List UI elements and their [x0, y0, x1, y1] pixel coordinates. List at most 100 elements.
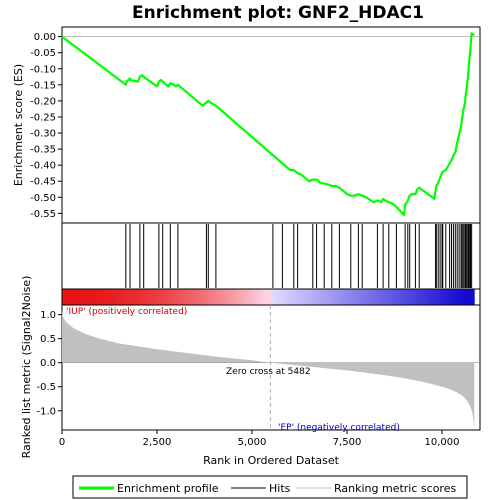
color-bar-segment: [68, 289, 73, 305]
color-bar-segment: [89, 289, 94, 305]
color-bar-segment: [443, 289, 448, 305]
color-bar-segment: [137, 289, 142, 305]
color-bar-segment: [329, 289, 334, 305]
color-bar-segment: [367, 289, 372, 305]
color-bar-segment: [86, 289, 90, 305]
metric-area-ranking-scores: [62, 310, 475, 428]
color-bar-segment: [192, 289, 197, 305]
es-y-tick-label: -0.55: [30, 209, 56, 220]
color-bar-segment: [305, 289, 310, 305]
color-bar-segment: [275, 289, 279, 305]
color-bar-segment: [340, 289, 345, 305]
x-tick-label: 2,500: [143, 437, 172, 448]
metric-y-axis-label: Ranked list metric (Signal2Noise): [20, 276, 33, 459]
color-bar-segment: [450, 289, 455, 305]
es-y-tick-label: -0.05: [30, 48, 56, 59]
color-bar-segment: [384, 289, 389, 305]
color-bar-segment: [436, 289, 441, 305]
es-y-tick-label: -0.40: [30, 161, 56, 172]
color-bar-segment: [453, 289, 458, 305]
color-bar-segment: [333, 289, 338, 305]
metric-y-axis: 1.0 0.5 0.0 -0.5 -1.0: [36, 310, 62, 417]
color-bar-segment: [463, 289, 468, 305]
color-bar-segment: [151, 289, 156, 305]
color-bar-segment: [226, 289, 231, 305]
color-bar-segment: [134, 289, 138, 305]
color-bar-segment: [264, 289, 269, 305]
color-bar-segment: [230, 289, 235, 305]
color-bar-segment: [175, 289, 180, 305]
color-bar-segment: [292, 289, 297, 305]
x-tick-label: 0: [59, 437, 65, 448]
legend-label-enrichment: Enrichment profile: [117, 482, 219, 495]
color-bar-segment: [96, 289, 101, 305]
color-bar-segment: [216, 289, 221, 305]
positive-correlation-label: 'IUP' (positively correlated): [66, 307, 187, 317]
color-bar-segment: [316, 289, 321, 305]
color-bar-segment: [92, 289, 97, 305]
legend-frame: [72, 475, 468, 499]
color-bar-segment: [326, 289, 331, 305]
color-bar-segment: [312, 289, 317, 305]
color-bar-segment: [261, 289, 266, 305]
color-bar-segment: [113, 289, 118, 305]
color-bar-segment: [433, 289, 437, 305]
es-y-tick-label: -0.25: [30, 112, 56, 123]
color-bar-segment: [460, 289, 465, 305]
metric-y-tick-label: 0.0: [40, 358, 56, 369]
color-bar-segment: [354, 289, 358, 305]
es-plot-area: [61, 32, 480, 217]
color-bar-segment: [405, 289, 410, 305]
color-bar-segment: [388, 289, 393, 305]
color-bar-segment: [470, 289, 475, 305]
color-bar-segment: [110, 289, 114, 305]
color-bar-segment: [161, 289, 166, 305]
es-y-tick-label: -0.50: [30, 193, 56, 204]
negative-correlation-label: 'EP' (negatively correlated): [278, 423, 400, 433]
color-bar-segment: [257, 289, 262, 305]
color-bar-segment: [412, 289, 417, 305]
es-y-axis: 0.00 -0.05 -0.10 -0.15 -0.20 -0.25 -0.30 -0.35 -…: [30, 32, 62, 220]
color-bar-segment: [285, 289, 290, 305]
metric-y-tick-label: 1.0: [40, 310, 56, 321]
color-bar-segment: [350, 289, 355, 305]
color-bar-segment: [371, 289, 376, 305]
color-bar-segment: [237, 289, 242, 305]
color-bar-segment: [116, 289, 121, 305]
color-bar-segment: [439, 289, 444, 305]
es-y-tick-label: -0.45: [30, 177, 56, 188]
hits-panel-frame: [61, 222, 481, 290]
color-bar-segment: [446, 289, 451, 305]
color-bar-segment: [336, 289, 341, 305]
es-panel-frame: [61, 26, 481, 224]
color-bar-segment: [220, 289, 224, 305]
es-y-tick-label: -0.35: [30, 145, 56, 156]
color-bar-segment: [357, 289, 362, 305]
color-bar-segment: [302, 289, 307, 305]
color-bar-segment: [206, 289, 211, 305]
color-bar-segment: [457, 289, 461, 305]
x-tick-label: 5,000: [238, 437, 267, 448]
color-bar-segment: [106, 289, 111, 305]
color-bar-segment: [250, 289, 255, 305]
color-bar-segment: [154, 289, 159, 305]
x-tick-label: 10,000: [425, 437, 460, 448]
es-y-tick-label: -0.30: [30, 129, 56, 140]
color-bar-segment: [127, 289, 132, 305]
rank-color-bar: [62, 289, 475, 305]
color-bar-segment: [426, 289, 431, 305]
chart-title: Enrichment plot: GNF2_HDAC1: [132, 3, 424, 23]
es-y-tick-label: -0.10: [30, 64, 56, 75]
color-bar-segment: [240, 289, 245, 305]
color-bar-segment: [65, 289, 70, 305]
color-bar-segment: [395, 289, 400, 305]
color-bar-segment: [202, 289, 207, 305]
color-bar-segment: [364, 289, 369, 305]
legend: Enrichment profile Hits Ranking metric s…: [72, 475, 468, 499]
es-y-axis-label: Enrichment score (ES): [12, 64, 25, 186]
color-bar-segment: [103, 289, 108, 305]
color-bar-segment: [82, 289, 87, 305]
color-bar-segment: [309, 289, 314, 305]
color-bar-segment: [123, 289, 128, 305]
color-bar-segment: [360, 289, 365, 305]
